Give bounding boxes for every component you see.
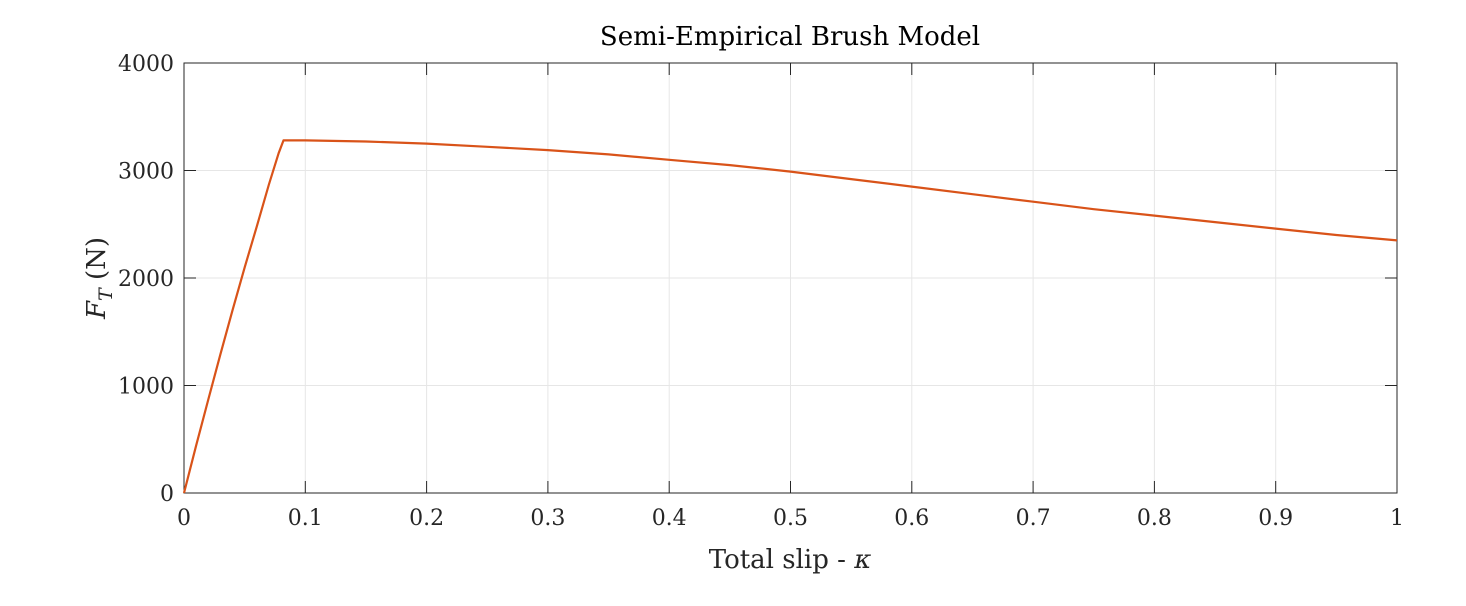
x-tick-label: 1 — [1390, 506, 1404, 531]
x-tick-label: 0.8 — [1137, 506, 1172, 531]
x-tick-label: 0.4 — [652, 506, 687, 531]
chart-title: Semi-Empirical Brush Model — [600, 22, 980, 52]
y-axis-label-subscript: T — [95, 287, 117, 301]
y-tick-label: 1000 — [118, 375, 174, 400]
series-layer — [182, 139, 1398, 494]
y-axis-label: FT (N) — [82, 237, 117, 320]
y-axis-label-symbol: F — [82, 300, 112, 320]
y-tick-label: 0 — [160, 482, 174, 507]
y-tick-label: 3000 — [118, 160, 174, 185]
grid-lines — [183, 62, 1398, 494]
y-axis-label-unit: (N) — [82, 237, 112, 288]
x-axis-label-symbol: κ — [853, 545, 871, 575]
x-tick-label: 0.7 — [1016, 506, 1051, 531]
x-tick-label: 0.5 — [773, 506, 808, 531]
x-axis-tick-labels: 0 0.1 0.2 0.3 0.4 0.5 0.6 0.7 0.8 0.9 1 — [177, 506, 1404, 531]
x-tick-label: 0.9 — [1258, 506, 1293, 531]
series-line — [182, 139, 1398, 494]
x-tick-label: 0 — [177, 506, 191, 531]
y-axis-tick-labels: 0 1000 2000 3000 4000 — [118, 52, 174, 507]
x-axis-label: Total slip - κ — [709, 545, 872, 575]
y-tick-label: 4000 — [118, 52, 174, 77]
x-tick-label: 0.1 — [288, 506, 323, 531]
y-tick-label: 2000 — [118, 267, 174, 292]
x-axis-label-text: Total slip - — [709, 545, 854, 575]
x-tick-label: 0.2 — [409, 506, 444, 531]
x-tick-label: 0.6 — [894, 506, 929, 531]
x-tick-label: 0.3 — [530, 506, 565, 531]
